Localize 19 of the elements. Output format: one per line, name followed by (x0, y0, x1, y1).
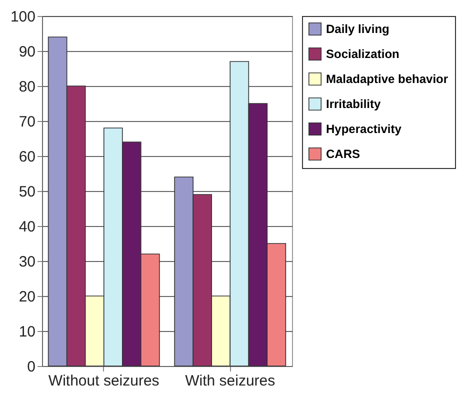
legend-label: Socialization (326, 47, 400, 61)
y-tick-label: 70 (18, 114, 36, 130)
x-tick-label: Without seizures (48, 372, 160, 390)
y-tick-label: 0 (27, 358, 36, 376)
y-tick-label: 100 (10, 8, 36, 26)
y-tick-label: 40 (18, 218, 36, 236)
y-tick-label: 10 (18, 324, 36, 340)
y-tick-label: 30 (18, 254, 36, 270)
y-tick-label: 20 (18, 288, 36, 306)
y-tick-label: 60 (18, 148, 36, 166)
legend-label: Hyperactivity (326, 122, 402, 136)
legend-label: Maladaptive behavior (326, 72, 448, 86)
x-tick-label: With seizures (185, 372, 276, 390)
y-tick-label: 90 (18, 44, 36, 60)
legend-label: Irritability (326, 97, 382, 111)
legend-label: CARS (326, 147, 360, 161)
y-tick-label: 50 (18, 184, 36, 200)
y-tick-label: 80 (18, 78, 36, 96)
legend-label: Daily living (326, 22, 390, 36)
